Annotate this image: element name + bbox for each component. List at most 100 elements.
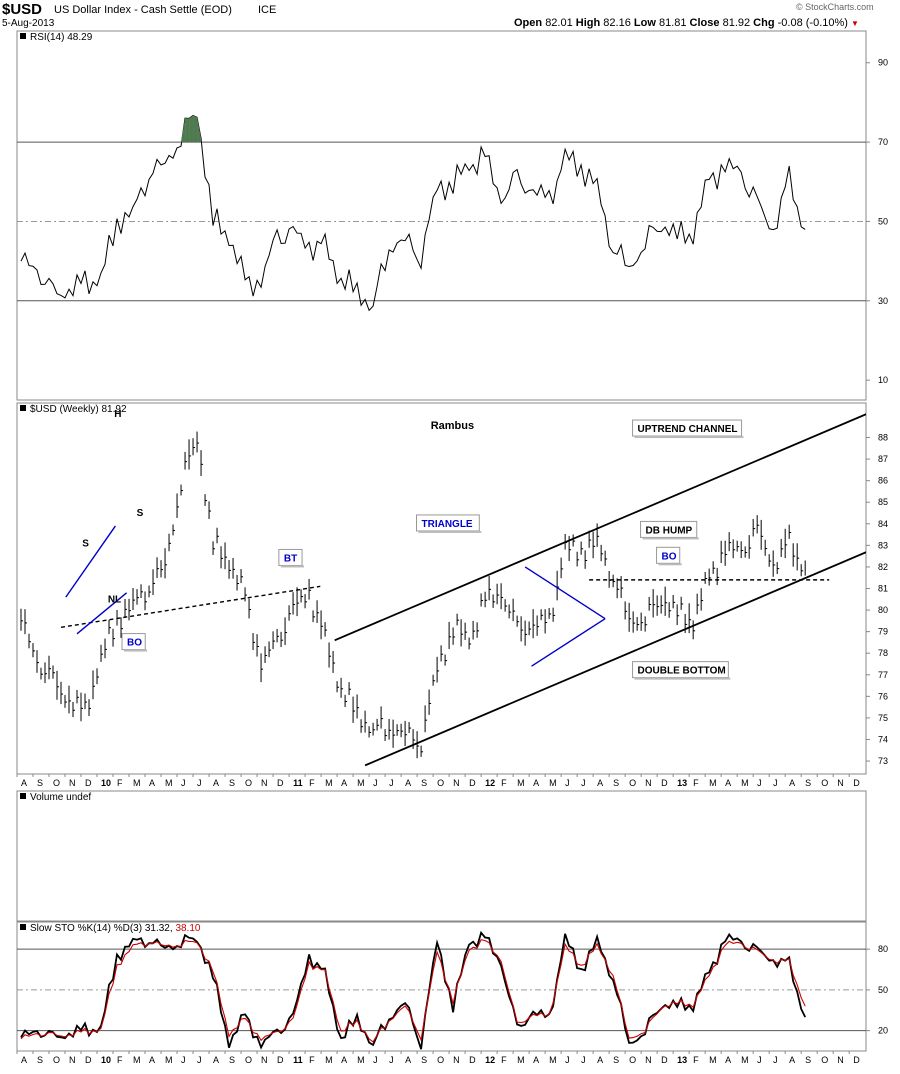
price-x-label: S [421,778,427,788]
price-x-label: J [389,778,394,788]
bt-label: BT [284,553,297,564]
price-y-tick-label: 82 [878,562,888,572]
sto-x-label: D [661,1055,668,1065]
sto-x-label: D [277,1055,284,1065]
stochastic-panel-frame [16,921,867,1052]
sto-x-label: J [581,1055,586,1065]
price-x-label: N [837,778,844,788]
price-x-label: N [261,778,268,788]
rsi-y-tick-label: 50 [878,216,888,226]
triangle-label-shadow [418,530,482,533]
price-x-label: D [853,778,860,788]
price-x-label: M [165,778,173,788]
price-bars [20,431,806,759]
price-y-tick-label: 84 [878,519,888,529]
rsi-overbought-fill [189,115,194,143]
sto-x-label: F [309,1055,315,1065]
sto-x-label: J [181,1055,186,1065]
left-shoulder-line-lower [76,592,128,635]
sto-x-label: M [133,1055,141,1065]
price-x-label: A [405,778,411,788]
close-value: 81.92 [722,17,751,29]
triangle-upper-line [524,566,606,620]
head-label: H [114,409,121,420]
sto-x-label: N [837,1055,844,1065]
price-x-label: J [373,778,378,788]
sto-x-label: O [629,1055,636,1065]
watermark: © StockCharts.com [796,2,874,12]
sto-x-label: A [597,1055,603,1065]
triangle-lower-line [531,618,606,667]
price-x-label: A [213,778,219,788]
db-hump-label-shadow [642,537,699,540]
price-x-label: A [725,778,731,788]
sto-x-label: M [357,1055,365,1065]
sto-x-label: M [325,1055,333,1065]
ohlc-readout: Open 82.01 High 82.16 Low 81.81 Close 81… [514,17,859,29]
volume-panel-frame [16,790,867,922]
price-y-tick-label: 87 [878,454,888,464]
price-x-label: J [181,778,186,788]
left-shoulder-label: S [82,538,89,549]
chg-label: Chg [753,17,775,29]
price-x-label: M [325,778,333,788]
high-label: High [575,17,601,29]
rsi-y-tick-label: 90 [878,58,888,68]
price-y-tick-label: 80 [878,605,888,615]
sto-x-label: J [773,1055,778,1065]
neckline-label: NL [108,594,121,605]
price-x-label: 11 [293,778,303,788]
price-x-label: S [613,778,619,788]
rsi-y-tick-label: 10 [878,375,888,385]
double-bottom-label-shadow [634,677,731,680]
volume-legend-marker [20,793,26,799]
sto-x-label: J [373,1055,378,1065]
price-x-label: D [661,778,668,788]
price-x-label: J [581,778,586,788]
close-label: Close [689,17,720,29]
price-x-label: S [37,778,43,788]
price-y-tick-label: 76 [878,691,888,701]
price-x-label: D [277,778,284,788]
sto-x-label: N [645,1055,652,1065]
price-y-tick-label: 74 [878,734,888,744]
sto-x-label: F [693,1055,699,1065]
sto-legend: Slow STO %K(14) %D(3) 31.32, 38.10 [30,923,201,934]
open-value: 82.01 [545,17,573,29]
price-x-label: O [821,778,828,788]
sto-x-label: A [21,1055,27,1065]
bo-label-1: BO [127,638,142,649]
sto-x-label: 13 [677,1055,687,1065]
price-x-label: N [453,778,460,788]
sto-x-label: M [165,1055,173,1065]
channel-lower-line [364,551,866,767]
sto-x-label: M [549,1055,557,1065]
rsi-y-tick-label: 30 [878,296,888,306]
sto-y-tick-label: 20 [878,1026,888,1036]
sto-x-label: J [389,1055,394,1065]
sto-k-line [20,930,807,1050]
sto-x-label: S [805,1055,811,1065]
price-x-label: A [533,778,539,788]
sto-x-label: A [213,1055,219,1065]
sto-y-tick-label: 80 [878,944,888,954]
price-x-label: S [229,778,235,788]
price-x-label: O [437,778,444,788]
sto-y-tick-label: 50 [878,985,888,995]
price-x-label: J [197,778,202,788]
instrument-name: US Dollar Index - Cash Settle (EOD) [54,4,232,16]
price-y-tick-label: 86 [878,476,888,486]
price-y-tick-label: 88 [878,433,888,443]
sto-legend-marker [20,924,26,930]
down-arrow-icon: ▼ [851,19,859,28]
price-x-label: O [245,778,252,788]
sto-legend-prefix: Slow STO %K(14) %D(3) [30,923,145,934]
bo-label-1-shadow [124,649,148,652]
rsi-overbought-fill [197,117,202,143]
price-x-label: A [341,778,347,788]
uptrend-channel-label-shadow [634,436,744,439]
sto-k-value: 31.32, [145,923,176,934]
rsi-overbought-fill [185,118,190,143]
sto-d-line [20,939,806,1043]
